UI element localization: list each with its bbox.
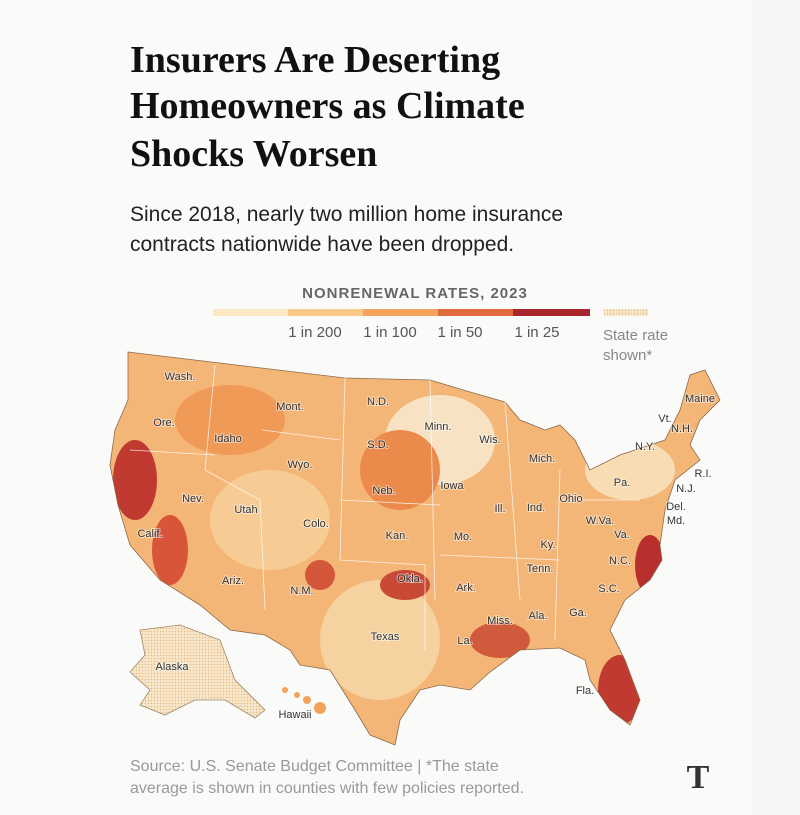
state-label: Idaho [214, 433, 242, 445]
state-label: Tenn. [527, 563, 554, 575]
state-label: Ore. [153, 417, 174, 429]
title-line: Shocks Worsen [130, 133, 377, 175]
state-label: Ill. [495, 503, 506, 515]
legend-label: 1 in 25 [514, 324, 559, 341]
subtitle-line: Since 2018, nearly two million home insu… [130, 203, 563, 226]
state-label: Calif. [137, 528, 162, 540]
logo: T [687, 759, 710, 796]
state-label: N.H. [671, 423, 693, 435]
state-label: Maine [685, 393, 715, 405]
state-label: Iowa [440, 480, 464, 492]
state-labels: Wash. Mont. N.D. Minn. Ore. Idaho S.D. Wis. Mich… [136, 370, 716, 722]
state-label: La. [457, 635, 472, 647]
state-label: Texas [371, 631, 400, 643]
state-label: Hawaii [278, 709, 311, 721]
state-label: Mich. [529, 453, 555, 465]
state-label: Neb. [372, 485, 395, 497]
state-label: Ga. [569, 607, 587, 619]
state-label: Wash. [165, 371, 196, 383]
state-label: Fla. [576, 685, 594, 697]
state-label: Ariz. [222, 575, 244, 587]
legend-bar [213, 309, 648, 316]
legend-label: 1 in 100 [363, 324, 416, 341]
legend-note: State rate [603, 327, 668, 344]
state-label: Mo. [454, 531, 472, 543]
state-label: Minn. [425, 421, 452, 433]
state-label: Ind. [527, 502, 545, 514]
title-line: Insurers Are Deserting [130, 39, 500, 81]
state-label: Mont. [276, 401, 304, 413]
state-label: S.C. [598, 583, 619, 595]
state-label: Nev. [182, 493, 204, 505]
state-label: R.I. [694, 468, 711, 480]
state-label: Wis. [479, 434, 500, 446]
source-line: Source: U.S. Senate Budget Committee | *… [130, 758, 499, 775]
state-label: W.Va. [586, 515, 615, 527]
state-label: Ala. [529, 610, 548, 622]
legend-note: shown* [603, 347, 652, 364]
state-label: Ohio [559, 493, 582, 505]
state-label: N.Y. [635, 441, 655, 453]
state-label: Del. [666, 501, 686, 513]
title-line: Homeowners as Climate [130, 85, 525, 127]
state-label: Ky. [540, 539, 555, 551]
state-label: Utah [234, 504, 257, 516]
state-label: Okla. [397, 573, 423, 585]
legend-label: 1 in 200 [288, 324, 341, 341]
state-label: N.D. [367, 396, 389, 408]
state-label: Ark. [456, 582, 476, 594]
state-label: Colo. [303, 518, 329, 530]
state-label: Md. [667, 515, 685, 527]
state-label: Miss. [487, 615, 513, 627]
state-label: Wyo. [288, 459, 313, 471]
subtitle-line: contracts nationwide have been dropped. [130, 233, 514, 256]
legend-title: NONRENEWAL RATES, 2023 [302, 285, 528, 302]
state-label: Alaska [155, 661, 189, 673]
state-label: S.D. [367, 439, 388, 451]
state-label: Vt. [658, 413, 671, 425]
state-label: N.M. [290, 585, 313, 597]
state-label: N.C. [609, 555, 631, 567]
state-label: Va. [614, 529, 630, 541]
state-label: Kan. [386, 530, 409, 542]
state-label: N.J. [676, 483, 696, 495]
state-label: Pa. [614, 477, 631, 489]
source-line: average is shown in counties with few po… [130, 780, 524, 797]
legend-label: 1 in 50 [437, 324, 482, 341]
